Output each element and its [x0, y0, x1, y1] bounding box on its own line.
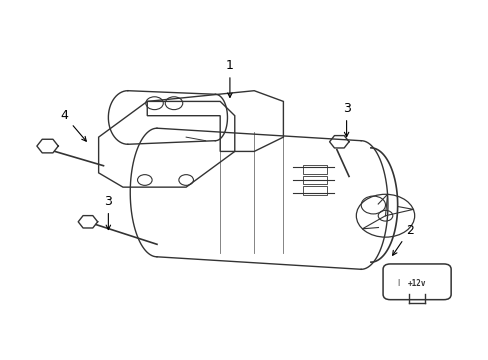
- Text: I: I: [396, 279, 399, 288]
- Text: 1: 1: [225, 59, 233, 98]
- Text: 4: 4: [61, 109, 86, 141]
- Text: 3: 3: [342, 102, 350, 137]
- Text: 2: 2: [392, 224, 413, 255]
- Text: 3: 3: [104, 195, 112, 230]
- Text: +12v: +12v: [407, 279, 426, 288]
